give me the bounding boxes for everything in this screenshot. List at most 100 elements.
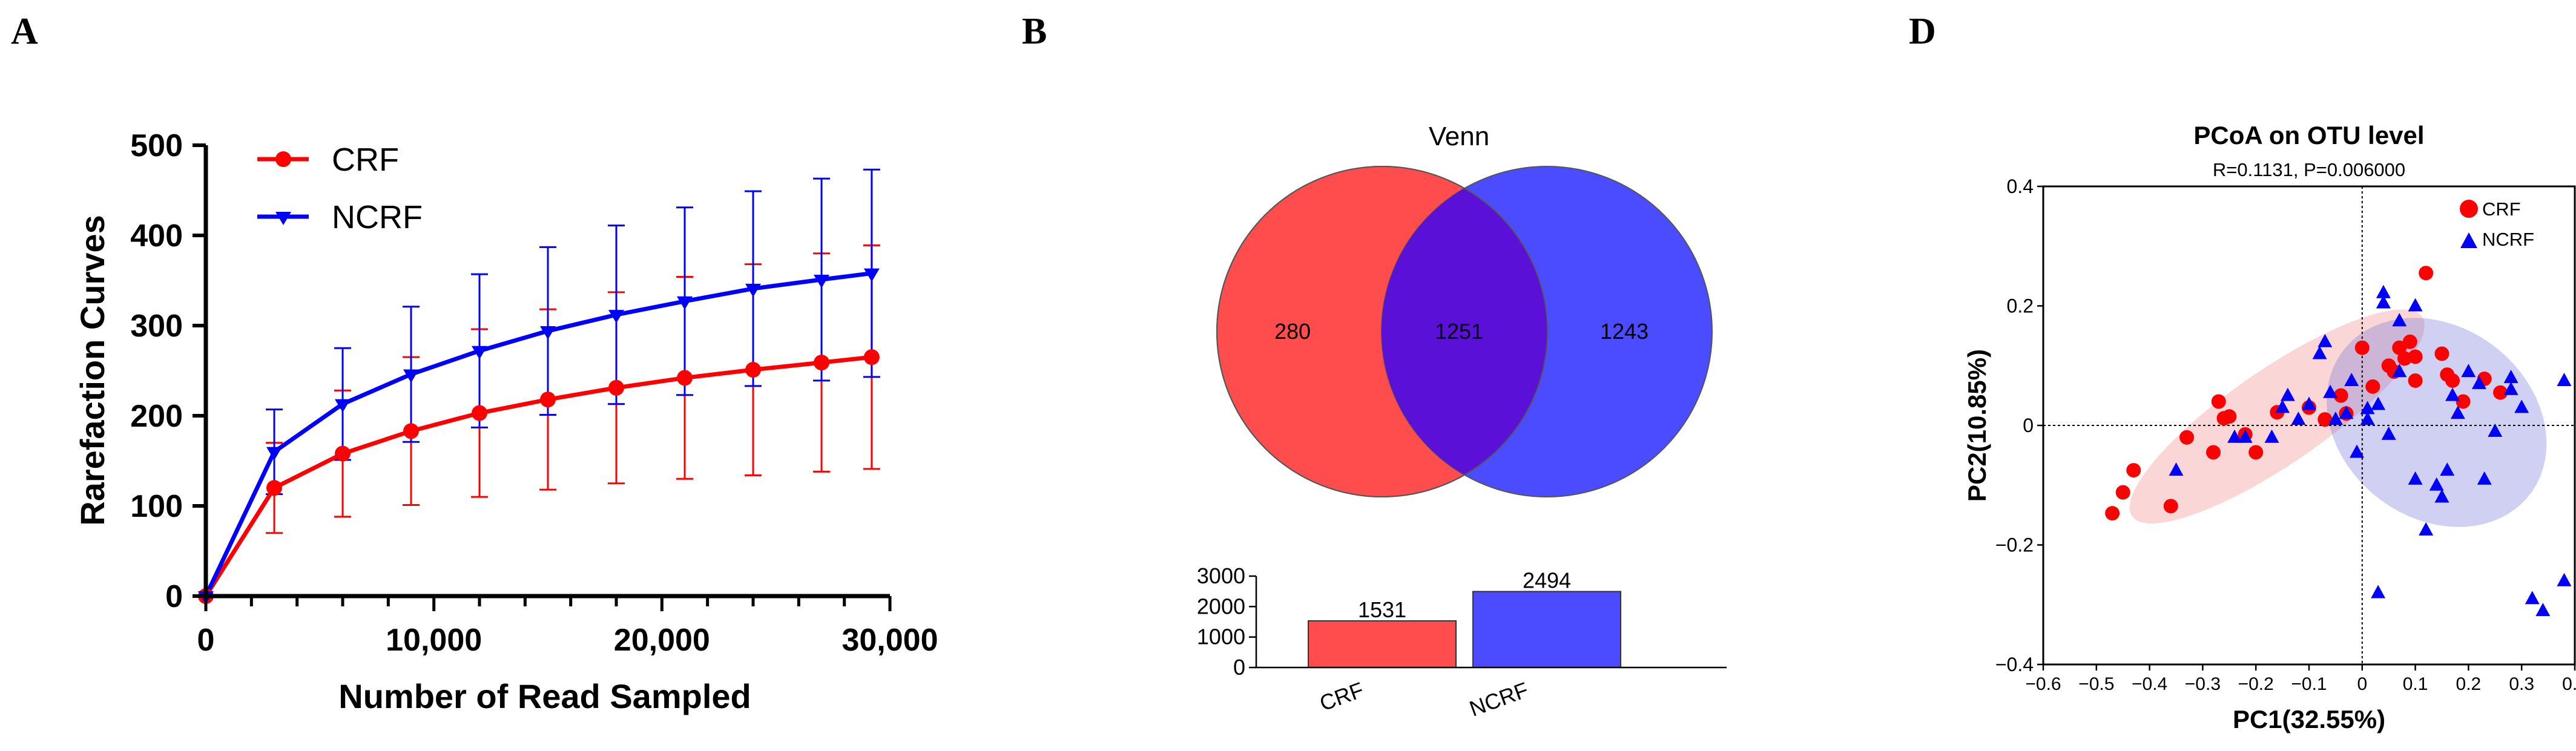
venn-count-overlap: 1251	[1435, 319, 1483, 344]
point-ncrf	[2419, 522, 2434, 536]
data-point-ncrf	[403, 369, 419, 383]
pcoa-x-tick-label: 0.1	[2403, 674, 2428, 694]
x-tick-label: 10,000	[386, 623, 482, 658]
legend-marker-crf	[275, 151, 291, 167]
point-ncrf	[2557, 572, 2572, 586]
point-ncrf	[2323, 384, 2338, 398]
point-ncrf	[2328, 412, 2343, 425]
data-point-ncrf	[814, 275, 829, 289]
y-ticks: 0 100 200 300 400 500	[130, 128, 206, 614]
x-tick-label: 20,000	[614, 623, 710, 658]
point-crf	[2211, 394, 2226, 409]
point-crf	[2456, 394, 2471, 409]
point-crf	[2115, 485, 2130, 500]
point-ncrf	[2503, 381, 2518, 395]
point-crf	[2419, 266, 2434, 281]
pcoa-x-tick-label: 0.2	[2456, 674, 2482, 694]
point-ncrf	[2291, 412, 2306, 425]
y-tick-label: 400	[130, 218, 183, 254]
pcoa-x-tick-label: −0.5	[2078, 674, 2114, 694]
series-line-ncrf	[203, 271, 872, 597]
pcoa-x-ticks: −0.6 −0.5 −0.4 −0.3 −0.2 −0.1 0 0.1 0.2 0.3 0.4	[2025, 664, 2576, 694]
venn-title: Venn	[1429, 122, 1489, 151]
point-ncrf	[2525, 591, 2540, 605]
point-crf	[2222, 409, 2237, 424]
venn-count-ncrf-unique: 1243	[1600, 319, 1649, 344]
point-ncrf	[2408, 471, 2423, 485]
data-point-ncrf	[745, 283, 761, 297]
x-tick-label: 30,000	[842, 623, 938, 658]
y-tick-label: 100	[130, 489, 183, 524]
pcoa-x-tick-label: 0.4	[2562, 674, 2576, 694]
legend-label-crf: CRF	[332, 142, 399, 178]
pcoa-legend-label-ncrf: NCRF	[2482, 229, 2534, 250]
y-tick-label: 200	[130, 399, 183, 434]
zero-reference-lines	[2043, 186, 2575, 664]
point-ncrf	[2392, 364, 2407, 378]
bar-y-tick-label: 1000	[1197, 625, 1245, 649]
point-crf	[2493, 385, 2508, 400]
point-ncrf	[2557, 372, 2572, 386]
data-point-crf	[863, 349, 880, 366]
point-crf	[2333, 388, 2348, 403]
rarefaction-chart: A 0 100 200 300 400 500 0 10,000 20,000 30,000 N…	[11, 11, 938, 715]
data-point-crf	[266, 480, 282, 496]
point-crf	[2205, 445, 2221, 460]
pcoa-chart: D PCoA on OTU level R=0.1131, P=0.006000…	[1909, 11, 2576, 733]
point-crf	[2408, 373, 2423, 388]
point-ncrf	[2376, 295, 2391, 309]
data-point-crf	[608, 379, 624, 396]
point-crf	[2105, 506, 2120, 521]
data-point-crf	[814, 355, 829, 371]
x-tick-label: 0	[197, 623, 215, 658]
data-point-ncrf	[608, 310, 624, 324]
pcoa-x-tick-label: −0.1	[2291, 674, 2327, 694]
bar-y-tick-label: 2000	[1197, 594, 1245, 618]
point-ncrf	[2535, 603, 2551, 617]
bar-value-label: 2494	[1523, 568, 1571, 592]
data-point-ncrf	[677, 296, 693, 310]
bar-x-ticks: CRF NCRF	[1316, 677, 1532, 721]
legend-label-ncrf: NCRF	[332, 199, 423, 235]
point-ncrf	[2445, 387, 2460, 401]
rarefaction-markers	[198, 268, 880, 605]
pcoa-y-tick-label: 0.4	[2007, 175, 2034, 197]
data-point-ncrf	[472, 346, 487, 359]
pcoa-legend: CRF NCRF	[2460, 198, 2534, 250]
point-ncrf	[2429, 477, 2444, 491]
panel-label-b: B	[1022, 11, 1047, 52]
panel-label-a: A	[11, 11, 38, 52]
data-point-crf	[745, 362, 761, 378]
pcoa-y-tick-label: −0.4	[1995, 654, 2034, 675]
pcoa-subtitle: R=0.1131, P=0.006000	[2213, 159, 2405, 180]
point-ncrf	[2471, 375, 2486, 389]
point-ncrf	[2434, 489, 2449, 503]
pcoa-y-axis-title: PC2(10.85%)	[1963, 349, 1991, 502]
x-axis-title: Number of Read Sampled	[338, 677, 751, 715]
point-crf	[2317, 412, 2333, 427]
point-ncrf	[2275, 399, 2290, 413]
pcoa-x-tick-label: −0.3	[2185, 674, 2221, 694]
pcoa-legend-label-crf: CRF	[2482, 198, 2521, 220]
x-ticks: 0 10,000 20,000 30,000	[197, 596, 938, 658]
data-point-crf	[335, 445, 351, 462]
pcoa-x-tick-label: −0.6	[2025, 674, 2061, 694]
pcoa-points	[2105, 266, 2572, 617]
pcoa-x-axis-title: PC1(32.55%)	[2233, 705, 2385, 733]
point-ncrf	[2264, 429, 2279, 443]
pcoa-x-tick-label: 0.3	[2509, 674, 2534, 694]
point-ncrf	[2360, 401, 2375, 415]
legend-marker-ncrf	[275, 212, 291, 225]
point-crf	[2434, 346, 2449, 361]
point-ncrf	[2371, 585, 2386, 599]
point-ncrf	[2344, 372, 2359, 386]
y-tick-label: 500	[130, 128, 183, 163]
pcoa-y-tick-label: 0	[2023, 415, 2034, 436]
bar-crf	[1308, 620, 1457, 669]
series-line-crf	[204, 355, 872, 597]
point-ncrf	[2408, 298, 2423, 312]
point-crf	[2445, 373, 2460, 388]
y-tick-label: 0	[165, 579, 183, 614]
pcoa-x-tick-label: −0.4	[2132, 674, 2167, 694]
point-crf	[2126, 463, 2141, 478]
